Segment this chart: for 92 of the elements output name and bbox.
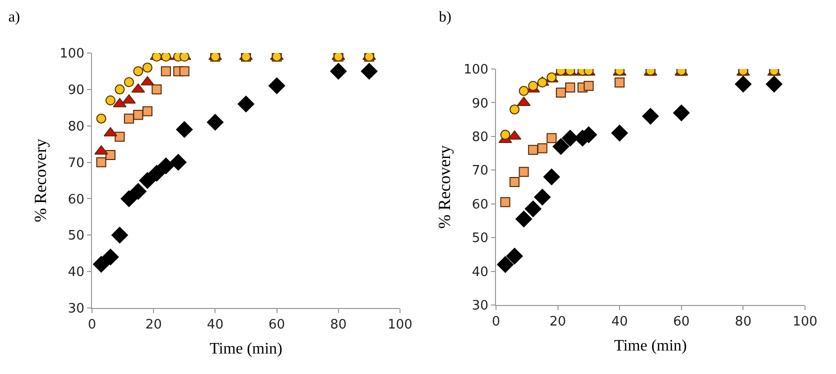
point xyxy=(496,256,514,273)
x-tick-label: 40 xyxy=(611,314,628,330)
point xyxy=(139,172,156,189)
y-tick-label: 40 xyxy=(68,265,84,280)
point xyxy=(148,164,165,182)
point xyxy=(102,248,119,266)
point xyxy=(133,66,144,76)
x-tick-label: 20 xyxy=(145,318,162,333)
point xyxy=(500,130,510,140)
point xyxy=(160,66,171,76)
point xyxy=(584,80,594,91)
point xyxy=(506,248,523,264)
point xyxy=(105,95,116,106)
point xyxy=(124,77,134,88)
point xyxy=(528,144,538,155)
x-tick-label: 0 xyxy=(88,318,96,333)
x-tick-label: 20 xyxy=(550,314,566,330)
y-tick-label: 60 xyxy=(68,192,84,208)
y-tick-label: 30 xyxy=(472,298,488,314)
point xyxy=(268,77,286,94)
x-tick-label: 60 xyxy=(268,318,286,333)
point xyxy=(642,108,659,124)
point xyxy=(537,143,548,154)
point xyxy=(142,106,152,116)
point xyxy=(562,130,578,146)
x-tick-label: 0 xyxy=(492,314,500,330)
point xyxy=(120,190,138,208)
point xyxy=(565,82,576,93)
point xyxy=(518,86,529,96)
point xyxy=(238,96,254,112)
point xyxy=(92,256,110,273)
y-tick-label: 70 xyxy=(472,164,488,179)
y-tick-label: 70 xyxy=(68,156,84,171)
point xyxy=(510,176,520,187)
x-tick-label: 60 xyxy=(673,314,690,330)
x-axis-title: Time (min) xyxy=(614,337,687,354)
point xyxy=(766,76,782,92)
x-tick-label: 100 xyxy=(792,314,818,330)
y-tick-label: 100 xyxy=(464,62,488,78)
chart-title: b) xyxy=(438,10,452,26)
point xyxy=(534,188,551,206)
point xyxy=(524,200,542,218)
y-tick-label: 100 xyxy=(60,46,84,62)
point xyxy=(546,133,557,144)
point xyxy=(500,197,510,208)
point xyxy=(130,183,146,200)
point xyxy=(614,77,625,88)
y-tick-label: 40 xyxy=(472,264,488,280)
y-tick-label: 60 xyxy=(472,197,488,212)
point xyxy=(133,110,144,120)
point xyxy=(142,62,152,73)
point xyxy=(510,104,520,114)
point xyxy=(543,168,560,186)
point xyxy=(152,84,162,94)
point xyxy=(508,130,522,140)
point xyxy=(179,66,190,76)
y-tick-label: 50 xyxy=(472,231,488,246)
point xyxy=(556,88,566,98)
point xyxy=(111,226,128,244)
point xyxy=(516,210,532,228)
y-tick-label: 30 xyxy=(68,302,84,317)
point xyxy=(158,158,174,174)
point xyxy=(611,124,628,142)
point xyxy=(170,154,187,171)
point xyxy=(114,84,125,94)
point xyxy=(734,76,752,92)
y-tick-label: 80 xyxy=(472,130,488,145)
point xyxy=(124,114,134,124)
y-tick-label: 50 xyxy=(68,228,84,244)
point xyxy=(206,114,224,131)
y-tick-label: 80 xyxy=(68,119,84,134)
x-tick-label: 80 xyxy=(330,318,347,333)
x-tick-label: 40 xyxy=(206,318,224,333)
point xyxy=(96,157,106,168)
point xyxy=(122,94,136,104)
x-tick-label: 80 xyxy=(734,314,752,330)
point xyxy=(330,62,347,80)
y-axis-title: % Recovery xyxy=(435,144,454,229)
x-axis-title: Time (min) xyxy=(210,340,282,358)
x-tick-label: 100 xyxy=(388,318,412,333)
chart-title: a) xyxy=(8,10,20,26)
point xyxy=(552,138,570,155)
point xyxy=(176,121,193,138)
y-axis-title: % Recovery xyxy=(31,138,50,222)
point xyxy=(673,104,690,122)
point xyxy=(114,132,125,142)
y-tick-label: 90 xyxy=(472,96,488,112)
point xyxy=(105,150,116,160)
point xyxy=(518,166,529,177)
y-tick-label: 90 xyxy=(68,82,84,98)
point xyxy=(360,62,378,80)
point xyxy=(96,114,106,124)
